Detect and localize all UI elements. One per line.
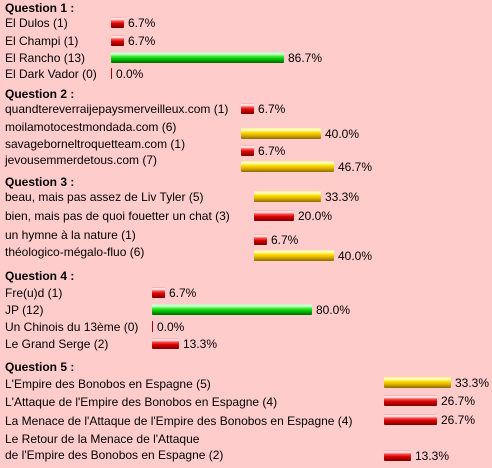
- option-label: La Menace de l'Attaque de l'Empire des B…: [5, 414, 353, 428]
- option-label: JP (12): [5, 303, 44, 317]
- result-percent: 86.7%: [288, 51, 323, 65]
- result-bar: [111, 17, 124, 28]
- result-percent: 40.0%: [338, 249, 373, 263]
- option-label: jevousemmerdetous.com (7): [5, 153, 158, 167]
- result-percent: 40.0%: [325, 127, 360, 141]
- option-label: Le Retour de la Menace de l'Attaque: [5, 432, 200, 446]
- option-label: El Champi (1): [5, 34, 79, 48]
- result-percent: 13.3%: [183, 337, 218, 351]
- question-2-title: Question 2 :: [5, 87, 75, 101]
- result-bar: [384, 377, 451, 388]
- option-label: théologico-mégalo-fluo (6): [5, 245, 145, 259]
- result-bar: [254, 210, 294, 221]
- result-percent: 13.3%: [415, 449, 450, 463]
- result-bar: [111, 52, 284, 63]
- option-label-line2: de l'Empire des Bonobos en Espagne (2): [5, 448, 224, 462]
- result-percent: 33.3%: [455, 376, 490, 390]
- result-percent: 0.0%: [116, 67, 144, 81]
- option-label: Fre(u)d (1): [5, 286, 63, 300]
- result-percent: 20.0%: [298, 209, 333, 223]
- result-bar: [241, 145, 254, 156]
- option-label: El Dulos (1): [5, 16, 68, 30]
- option-label: El Dark Vador (0): [5, 67, 97, 81]
- result-bar: [152, 287, 165, 298]
- result-percent: 6.7%: [128, 34, 156, 48]
- result-bar: [254, 234, 267, 245]
- result-percent: 46.7%: [338, 160, 373, 174]
- result-percent: 6.7%: [169, 286, 197, 300]
- result-bar: [241, 103, 254, 114]
- option-label: quandtereverraijepaysmerveilleux.com (1): [5, 102, 229, 116]
- option-label: savageborneltroquetteam.com (1): [5, 137, 186, 151]
- result-bar: [152, 321, 153, 332]
- result-percent: 6.7%: [271, 233, 299, 247]
- result-bar: [152, 338, 179, 349]
- result-percent: 0.0%: [157, 320, 185, 334]
- question-1-title: Question 1 :: [5, 1, 75, 15]
- result-bar: [254, 250, 334, 261]
- result-bar: [384, 450, 411, 461]
- result-percent: 6.7%: [128, 16, 156, 30]
- result-bar: [152, 304, 312, 315]
- result-percent: 6.7%: [258, 102, 286, 116]
- result-bar: [254, 191, 321, 202]
- option-label: Le Grand Serge (2): [5, 337, 109, 351]
- question-3-title: Question 3 :: [5, 175, 75, 189]
- question-4-title: Question 4 :: [5, 269, 75, 283]
- result-percent: 26.7%: [441, 413, 476, 427]
- option-label: L'Empire des Bonobos en Espagne (5): [5, 377, 211, 391]
- result-bar: [384, 395, 437, 406]
- result-percent: 26.7%: [441, 394, 476, 408]
- result-bar: [241, 161, 334, 172]
- option-label: un hymne à la nature (1): [5, 228, 136, 242]
- question-5-title: Question 5 :: [5, 360, 75, 374]
- result-bar: [111, 35, 124, 46]
- option-label: El Rancho (13): [5, 51, 86, 65]
- result-percent: 33.3%: [325, 190, 360, 204]
- result-percent: 6.7%: [258, 144, 286, 158]
- result-percent: 80.0%: [316, 303, 351, 317]
- result-bar: [384, 414, 437, 425]
- option-label: moilamotocestmondada.com (6): [5, 120, 177, 134]
- result-bar: [111, 68, 112, 79]
- option-label: Un Chinois du 13ème (0): [5, 320, 139, 334]
- option-label: L'Attaque de l'Empire des Bonobos en Esp…: [5, 395, 278, 409]
- option-label: bien, mais pas de quoi fouetter un chat …: [5, 209, 230, 223]
- result-bar: [241, 128, 321, 139]
- option-label: beau, mais pas assez de Liv Tyler (5): [5, 190, 204, 204]
